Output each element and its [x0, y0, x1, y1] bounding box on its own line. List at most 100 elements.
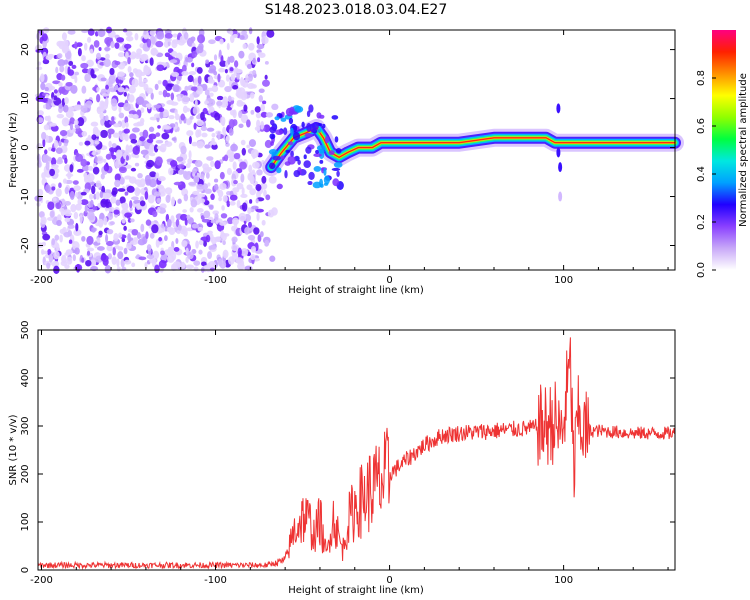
spectrogram-speckle [200, 236, 209, 242]
spectrogram-speckle [256, 169, 263, 176]
spectrogram-speckle [47, 201, 55, 211]
spectrogram-speckle [148, 126, 155, 132]
spectrogram-speckle [214, 160, 221, 170]
spectrogram-speckle [106, 228, 114, 235]
spectrogram-speckle [190, 199, 198, 208]
spectrogram-ridge-blob [280, 155, 285, 160]
spectrogram-speckle [99, 100, 105, 110]
spectrogram-ridge-blob [290, 127, 294, 136]
spectrogram-ridge-blob [290, 150, 294, 158]
spectrogram-speckle [96, 87, 100, 92]
spectrogram-speckle [254, 106, 261, 113]
spectrogram-speckle [52, 197, 57, 202]
spectrogram-speckle [40, 73, 45, 83]
spectrogram-speckle [74, 104, 82, 111]
spectrogram-speckle [139, 196, 144, 202]
spectrogram-speckle [99, 112, 104, 120]
spectrogram-speckle [95, 155, 104, 164]
spectrogram-speckle [153, 113, 162, 118]
spectrogram-speckle [131, 228, 139, 236]
spectrogram-speckle [238, 50, 245, 59]
spectrogram-speckle [77, 198, 82, 205]
spectrogram-speckle [67, 69, 75, 76]
spectrogram-speckle [229, 200, 236, 206]
spectrogram-speckle [265, 112, 274, 118]
spectrogram-ridge-blob [270, 119, 275, 126]
spectrogram-speckle [186, 130, 194, 137]
spectrogram-speckle [266, 29, 275, 38]
spectrogram-speckle [99, 190, 103, 199]
spectrogram-speckle [75, 203, 82, 211]
spectrogram-speckle [151, 224, 159, 234]
spectrogram-speckle [250, 109, 255, 115]
spectrogram-speckle [129, 133, 137, 141]
spectrogram-speckle [72, 254, 76, 262]
spectrogram-speckle [261, 175, 267, 184]
spectrogram-speckle [145, 219, 152, 226]
spectrogram-speckle [110, 148, 114, 157]
spectrogram-speckle [204, 89, 210, 96]
spectrogram-ridge-blob [272, 155, 282, 161]
spectrogram-speckle [55, 66, 59, 74]
spectrogram-speckle [44, 115, 50, 121]
spectrogram-speckle [196, 119, 204, 127]
spectrogram-speckle [205, 172, 210, 179]
spectrogram-speckle [257, 52, 264, 56]
spectrogram-speckle [117, 251, 124, 260]
spectrogram-speckle [100, 254, 109, 262]
spectrogram-speckle [70, 84, 78, 94]
spectrogram-speckle [177, 169, 184, 175]
spectrogram-speckle [238, 123, 244, 129]
spectrogram-speckle [114, 84, 119, 90]
spectrogram-speckle [103, 58, 111, 68]
spectrogram-speckle [233, 180, 238, 185]
spectrogram-speckle [146, 38, 152, 48]
spectrogram-speckle [211, 143, 218, 150]
spectrogram-speckle [61, 117, 70, 127]
spectrogram-speckle [88, 215, 95, 221]
spectrogram-speckle [127, 65, 132, 73]
spectrogram-speckle [235, 257, 244, 265]
spectrogram-speckle [144, 261, 148, 269]
spectrogram-speckle [158, 259, 167, 269]
spectrogram-speckle [209, 244, 217, 250]
snr-x-tick-label: -200 [30, 575, 53, 586]
spectrogram-speckle [264, 239, 270, 247]
spectrogram-speckle [117, 232, 123, 239]
spectrogram-speckle [149, 29, 156, 36]
spectrogram-speckle [269, 255, 276, 262]
spectrogram-speckle [56, 219, 62, 227]
spectrogram-speckle [262, 79, 270, 87]
spectrogram-speckle [93, 40, 100, 48]
spectrogram-speckle [105, 234, 109, 243]
spectrogram-ridge-blob [270, 141, 274, 146]
spectrogram-y-tick-label: 20 [20, 43, 31, 56]
spectrogram-speckle [241, 30, 248, 35]
spectrogram-speckle [130, 138, 138, 144]
spectrogram-speckle [124, 149, 130, 155]
spectrogram-speckle [86, 247, 95, 252]
spectrogram-speckle [211, 141, 217, 146]
spectrogram-speckle [123, 247, 128, 255]
spectrogram-speckle [188, 181, 197, 186]
spectrogram-speckle [114, 173, 121, 182]
spectrogram-speckle [191, 223, 199, 229]
spectrogram-speckle [261, 36, 269, 45]
spectrogram-speckle [177, 95, 181, 102]
spectrogram-speckle [157, 80, 162, 85]
spectrogram-speckle [242, 43, 247, 50]
spectrogram-speckle [240, 139, 246, 146]
spectrogram-speckle [121, 119, 126, 129]
spectrogram-speckle [185, 118, 192, 126]
spectrogram-speckle [171, 196, 175, 206]
spectrogram-ridge-blob [293, 170, 301, 178]
spectrogram-speckle [248, 42, 255, 51]
spectrogram-speckle [213, 178, 219, 183]
spectrogram-speckle [137, 173, 143, 179]
spectrogram-speckle [116, 266, 121, 272]
colorbar-tick-label: 0.6 [696, 118, 707, 134]
spectrogram-ridge-blob [285, 149, 291, 153]
spectrogram-speckle [185, 264, 195, 270]
spectrogram-speckle [96, 237, 101, 244]
spectrogram-y-tick-label: 0 [20, 144, 31, 150]
